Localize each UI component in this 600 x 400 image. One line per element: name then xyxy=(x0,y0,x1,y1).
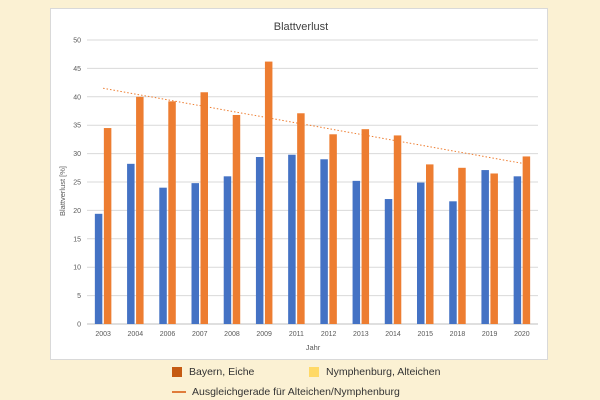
bar-series-2 xyxy=(103,128,112,324)
x-tick-label: 2019 xyxy=(482,331,498,338)
x-tick-label: 2015 xyxy=(417,331,433,338)
bar-series-1 xyxy=(320,159,328,324)
bar-series-2 xyxy=(361,129,370,324)
y-tick-label: 10 xyxy=(73,265,81,272)
bar-series-1 xyxy=(127,163,135,324)
x-tick-label: 2004 xyxy=(128,331,144,338)
bar-series-1 xyxy=(223,176,232,324)
x-axis-ticks: 2003 2004 2006 2007 2008 2009 2011 2012 2013 2014… xyxy=(95,331,529,338)
legend-label-trendline: Ausgleichgerade für Alteichen/Nymphenbur… xyxy=(192,386,400,398)
bar-series-2 xyxy=(136,96,144,324)
trendline xyxy=(103,87,522,164)
y-tick-label: 30 xyxy=(73,151,81,158)
bar-series-1 xyxy=(352,180,361,324)
y-tick-label: 5 xyxy=(77,293,81,300)
bar-series-1 xyxy=(449,201,457,324)
bar-series-2 xyxy=(329,134,337,324)
y-tick-label: 50 xyxy=(73,38,81,45)
bar-series-2 xyxy=(490,173,498,324)
bar-series-2 xyxy=(297,113,305,324)
y-tick-label: 0 xyxy=(77,322,81,329)
bar-series-2 xyxy=(168,101,176,325)
y-tick-label: 15 xyxy=(73,236,81,243)
legend: Bayern, Eiche Nymphenburg, Alteichen Aus… xyxy=(0,362,600,400)
chart-title: Blattverlust xyxy=(274,21,328,33)
legend-swatch-nymphenburg xyxy=(309,367,319,377)
gridlines xyxy=(87,39,538,325)
legend-label-nymphenburg: Nymphenburg, Alteichen xyxy=(326,366,441,378)
legend-label-bayern: Bayern, Eiche xyxy=(189,366,255,378)
x-tick-label: 2020 xyxy=(514,331,530,338)
legend-item-bayern-eiche: Bayern, Eiche xyxy=(172,366,254,378)
x-tick-label: 2006 xyxy=(160,331,176,338)
y-axis-title: Blattverlust [%] xyxy=(58,166,67,216)
bar-series-1 xyxy=(191,183,199,324)
x-tick-label: 2007 xyxy=(192,331,208,338)
bars xyxy=(94,61,531,325)
x-tick-label: 2011 xyxy=(289,331,304,338)
bar-series-1 xyxy=(384,199,393,324)
y-axis-ticks: 0 5 10 15 20 25 30 35 40 45 50 xyxy=(73,38,81,329)
bar-series-2 xyxy=(264,61,273,325)
bar-series-2 xyxy=(426,164,434,324)
legend-line-trendline xyxy=(172,391,186,393)
bar-series-2 xyxy=(232,114,241,324)
bar-series-1 xyxy=(481,170,489,324)
y-tick-label: 20 xyxy=(73,208,81,215)
y-tick-label: 25 xyxy=(73,180,81,187)
bar-series-1 xyxy=(255,157,264,324)
x-tick-label: 2012 xyxy=(321,331,337,338)
x-tick-label: 2009 xyxy=(256,331,272,338)
x-tick-label: 2008 xyxy=(224,331,240,338)
bar-series-2 xyxy=(458,167,466,324)
bar-series-1 xyxy=(513,176,522,324)
x-axis-title: Jahr xyxy=(306,343,321,352)
bar-series-1 xyxy=(417,182,425,324)
bar-series-1 xyxy=(288,154,296,324)
x-tick-label: 2003 xyxy=(95,331,111,338)
bar-series-1 xyxy=(94,213,103,324)
bar-series-1 xyxy=(159,187,167,324)
bar-series-2 xyxy=(393,135,402,324)
chart-panel: Blattverlust 0 5 10 15 20 25 30 35 40 45 50 2003 20… xyxy=(50,8,548,360)
y-tick-label: 45 xyxy=(73,66,81,73)
legend-item-nymphenburg: Nymphenburg, Alteichen xyxy=(309,366,440,378)
bar-series-2 xyxy=(522,156,531,324)
x-tick-label: 2013 xyxy=(353,331,369,338)
y-tick-label: 35 xyxy=(73,123,81,130)
trendline-layer xyxy=(103,87,522,164)
bar-series-2 xyxy=(200,92,208,324)
legend-swatch-bayern xyxy=(172,367,182,377)
y-tick-label: 40 xyxy=(73,94,81,101)
legend-item-trendline: Ausgleichgerade für Alteichen/Nymphenbur… xyxy=(172,386,400,398)
x-tick-label: 2014 xyxy=(385,331,401,338)
x-tick-label: 2018 xyxy=(450,331,466,338)
